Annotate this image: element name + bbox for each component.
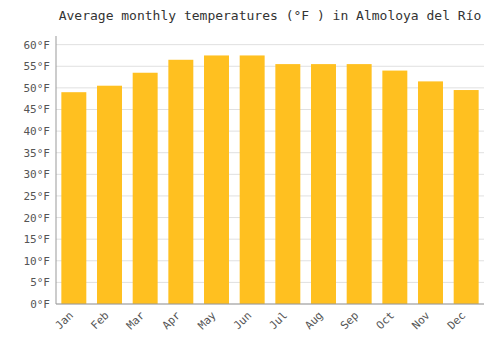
chart-container: Average monthly temperatures (°F ) in Al…: [0, 0, 500, 350]
x-tick-label: Nov: [409, 309, 433, 333]
y-tick-label: 40°F: [24, 125, 51, 138]
x-tick-label: Dec: [445, 309, 468, 332]
y-tick-label: 10°F: [24, 255, 51, 268]
x-axis-line: [56, 304, 484, 305]
bar: [418, 81, 443, 304]
x-tick-label: Mar: [124, 309, 148, 333]
y-tick-label: 5°F: [30, 276, 50, 289]
y-tick-label: 45°F: [24, 103, 51, 116]
x-tick-labels: Jan Feb Mar Apr May Jun Jul Aug Sep Oct Nov Dec: [53, 309, 469, 333]
y-tick-label: 15°F: [24, 233, 51, 246]
bar: [275, 64, 300, 304]
y-tick-label: 50°F: [24, 82, 51, 95]
x-tick-label: Sep: [338, 309, 361, 332]
bar: [61, 92, 86, 304]
bar: [168, 60, 193, 304]
x-tick-label: Oct: [374, 309, 397, 332]
y-tick-label: 20°F: [24, 212, 51, 225]
bars: [61, 55, 478, 304]
bar: [382, 71, 407, 304]
x-tick-label: Jan: [53, 309, 76, 332]
chart-svg: Average monthly temperatures (°F ) in Al…: [0, 0, 500, 350]
grid-line: [56, 66, 484, 67]
y-tick-label: 35°F: [24, 147, 51, 160]
grid-line: [56, 304, 484, 305]
bar: [347, 64, 372, 304]
y-axis-line: [56, 36, 57, 304]
chart-title: Average monthly temperatures (°F ) in Al…: [59, 8, 482, 23]
x-tick-label: Apr: [160, 309, 184, 333]
x-tick-label: Jul: [267, 309, 290, 332]
bar: [133, 73, 158, 304]
grid-line: [56, 44, 484, 45]
y-grid: [56, 45, 484, 304]
x-tick-label: Aug: [302, 309, 325, 332]
y-tick-label: 25°F: [24, 190, 51, 203]
x-tick-label: Feb: [88, 309, 111, 332]
y-tick-label: 0°F: [30, 298, 50, 311]
y-tick-labels: 0°F 5°F 10°F 15°F 20°F 25°F 30°F 35°F 40°F 45°F 50…: [24, 39, 51, 311]
bar: [97, 86, 122, 304]
x-tick-label: May: [195, 309, 219, 333]
bar: [311, 64, 336, 304]
bar: [240, 55, 265, 304]
y-tick-label: 55°F: [24, 60, 51, 73]
y-tick-label: 60°F: [24, 39, 51, 52]
bar: [204, 55, 229, 304]
x-tick-label: Jun: [231, 309, 254, 332]
y-tick-label: 30°F: [24, 168, 51, 181]
bar: [454, 90, 479, 304]
